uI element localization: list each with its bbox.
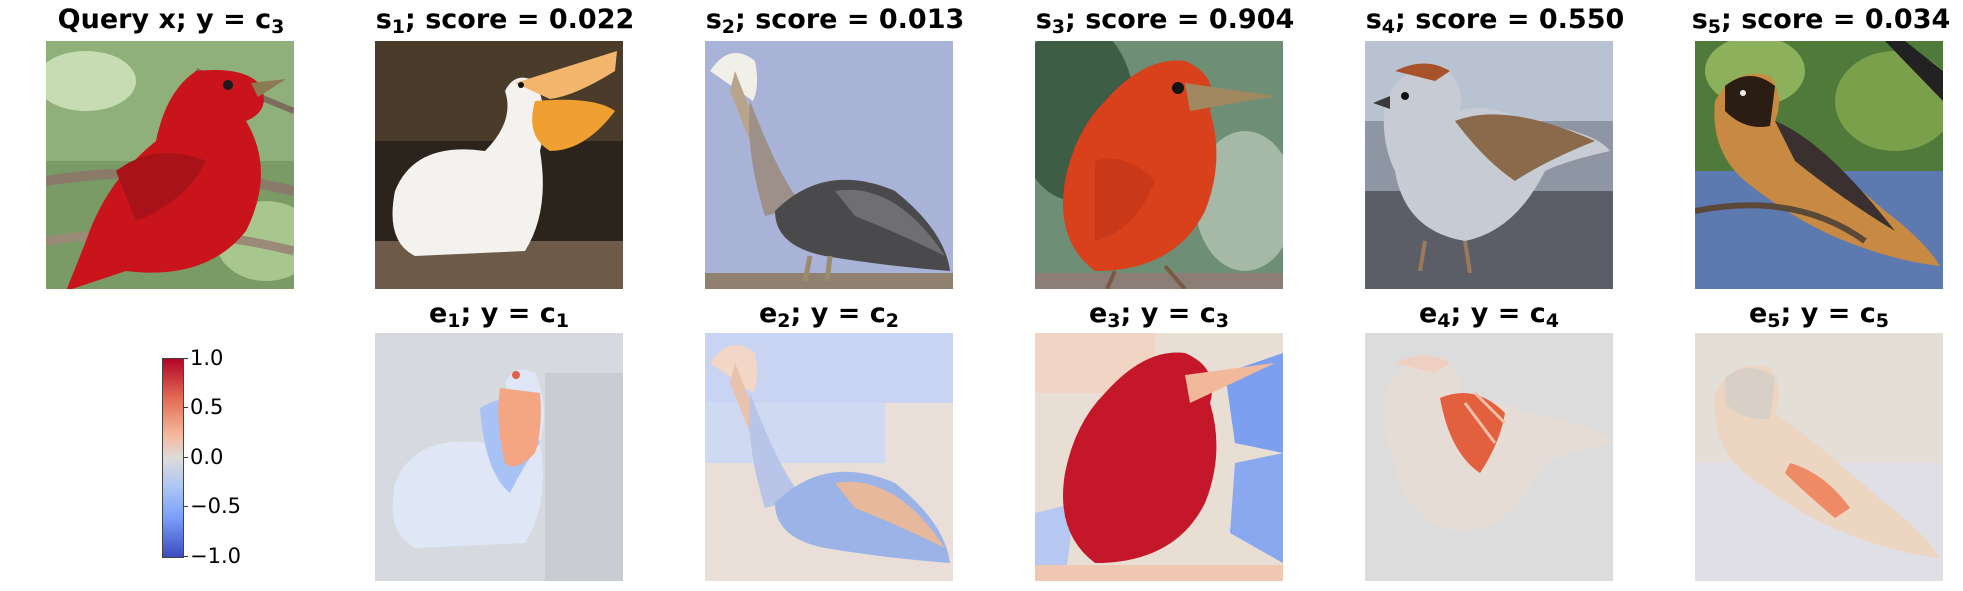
support-3-image: [1035, 41, 1283, 289]
explanation-4-heatmap: [1365, 333, 1613, 581]
colorbar-gradient: [162, 358, 184, 558]
support-1-title: s1; score = 0.022: [375, 4, 635, 38]
explanation-4-title: e4; y = c4: [1418, 298, 1559, 332]
explanation-5-heatmap: [1695, 333, 1943, 581]
colorbar-tick-label: 0.0: [190, 445, 224, 469]
support-5-image: [1695, 41, 1943, 289]
explanation-1-heatmap: [375, 333, 623, 581]
explanation-3-title: e3; y = c3: [1088, 298, 1229, 332]
support-2-image: [705, 41, 953, 289]
colorbar-tick-label: −0.5: [190, 494, 241, 518]
colorbar-tick-label: 1.0: [190, 346, 224, 370]
support-4-image: [1365, 41, 1613, 289]
query-title: Query x; y = c3: [57, 4, 285, 38]
support-2-title: s2; score = 0.013: [705, 4, 965, 38]
support-1-image: [375, 41, 623, 289]
support-4-title: s4; score = 0.550: [1365, 4, 1625, 38]
explanation-2-heatmap: [705, 333, 953, 581]
colorbar-tick-label: 0.5: [190, 395, 224, 419]
colorbar-tick-label: −1.0: [190, 544, 241, 568]
support-5-title: s5; score = 0.034: [1691, 4, 1951, 38]
explanation-5-title: e5; y = c5: [1748, 298, 1889, 332]
explanation-2-title: e2; y = c2: [758, 298, 899, 332]
explanation-1-title: e1; y = c1: [428, 298, 569, 332]
support-3-title: s3; score = 0.904: [1035, 4, 1295, 38]
query-image: [46, 41, 294, 289]
explanation-3-heatmap: [1035, 333, 1283, 581]
